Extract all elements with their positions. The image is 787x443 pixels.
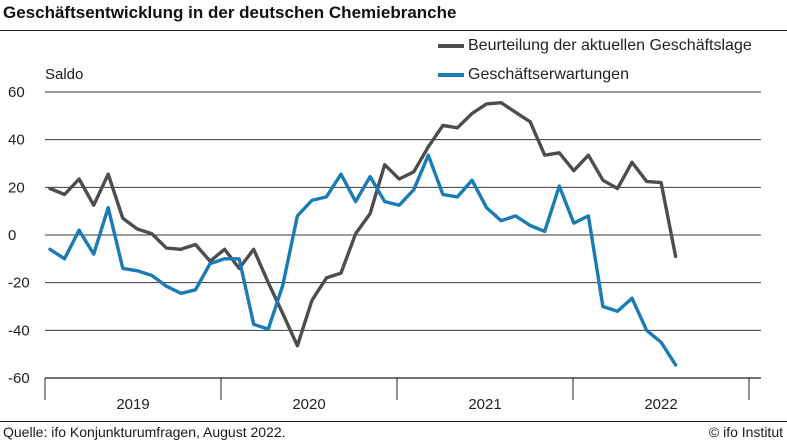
source-note: Quelle: ifo Konjunkturumfragen, August 2… xyxy=(3,424,286,440)
copyright-credit: © ifo Institut xyxy=(708,424,783,440)
x-tick-label: 2020 xyxy=(292,396,325,413)
legend-swatch-lage xyxy=(438,43,464,48)
title-divider xyxy=(0,30,787,31)
x-tick-label: 2019 xyxy=(116,396,149,413)
series-line-erwartungen xyxy=(48,153,678,367)
series-line-lage xyxy=(48,100,678,348)
legend-item-lage: Beurteilung der aktuellen Geschäftslage xyxy=(438,37,752,55)
y-tick-label: 0 xyxy=(8,227,16,244)
y-tick-label: 40 xyxy=(8,132,25,149)
legend-label-lage: Beurteilung der aktuellen Geschäftslage xyxy=(468,37,752,54)
y-tick-label: -60 xyxy=(8,370,30,387)
y-axis-label: Saldo xyxy=(45,66,84,83)
chart-title: Geschäftsentwicklung in der deutschen Ch… xyxy=(3,3,457,22)
y-tick-label: 20 xyxy=(8,179,25,196)
y-tick-label: -40 xyxy=(8,322,30,339)
legend-item-erwartungen: Geschäftserwartungen xyxy=(438,66,629,84)
y-tick-label: -20 xyxy=(8,275,30,292)
footer-divider xyxy=(0,421,787,422)
x-tick-label: 2022 xyxy=(644,396,677,413)
legend-swatch-erwartungen xyxy=(438,72,464,77)
legend-label-erwartungen: Geschäftserwartungen xyxy=(468,66,629,83)
x-tick-label: 2021 xyxy=(468,396,501,413)
y-tick-label: 60 xyxy=(8,84,25,101)
